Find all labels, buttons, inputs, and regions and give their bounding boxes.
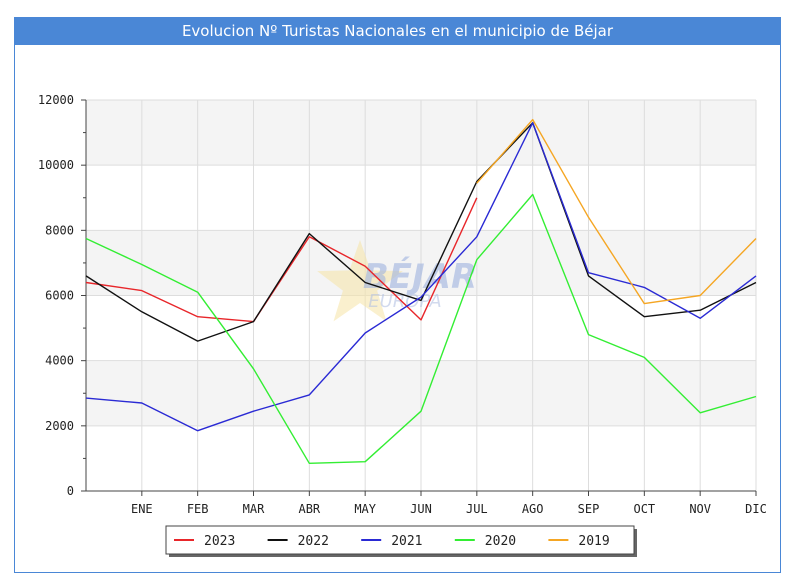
- x-tick-label: JUL: [466, 502, 488, 516]
- x-tick-label: AGO: [522, 502, 544, 516]
- x-tick-label: ABR: [298, 502, 320, 516]
- series-line-2019: [476, 118, 757, 305]
- watermark-logo-text: BÉJAR: [363, 256, 477, 297]
- x-tick-label: OCT: [633, 502, 655, 516]
- y-tick-label: 0: [67, 484, 74, 498]
- y-tick-label: 10000: [38, 158, 74, 172]
- y-tick-label: 4000: [45, 354, 74, 368]
- legend-label-2023: 2023: [204, 534, 235, 549]
- chart-title: Evolucion Nº Turistas Nacionales en el m…: [15, 18, 780, 45]
- series-line-2021: [85, 122, 757, 432]
- x-tick-label: JUN: [410, 502, 432, 516]
- x-tick-label: FEB: [187, 502, 209, 516]
- y-tick-label: 12000: [38, 93, 74, 107]
- series-line-2022: [85, 122, 757, 342]
- y-tick-label: 6000: [45, 289, 74, 303]
- y-tick-label: 2000: [45, 419, 74, 433]
- legend-label-2019: 2019: [578, 534, 609, 549]
- legend-label-2022: 2022: [298, 534, 329, 549]
- y-tick-label: 8000: [45, 223, 74, 237]
- watermark-logo-subtext: EUROPA: [368, 291, 442, 312]
- legend-label-2020: 2020: [485, 534, 516, 549]
- x-tick-label: MAY: [354, 502, 376, 516]
- x-tick-label: MAR: [243, 502, 265, 516]
- watermark-star: [317, 240, 403, 322]
- x-tick-label: NOV: [689, 502, 711, 516]
- x-tick-label: ENE: [131, 502, 153, 516]
- x-tick-label: DIC: [745, 502, 767, 516]
- legend-label-2021: 2021: [391, 534, 422, 549]
- series-line-2020: [85, 193, 757, 464]
- series-line-2023: [85, 197, 478, 323]
- x-tick-label: SEP: [578, 502, 600, 516]
